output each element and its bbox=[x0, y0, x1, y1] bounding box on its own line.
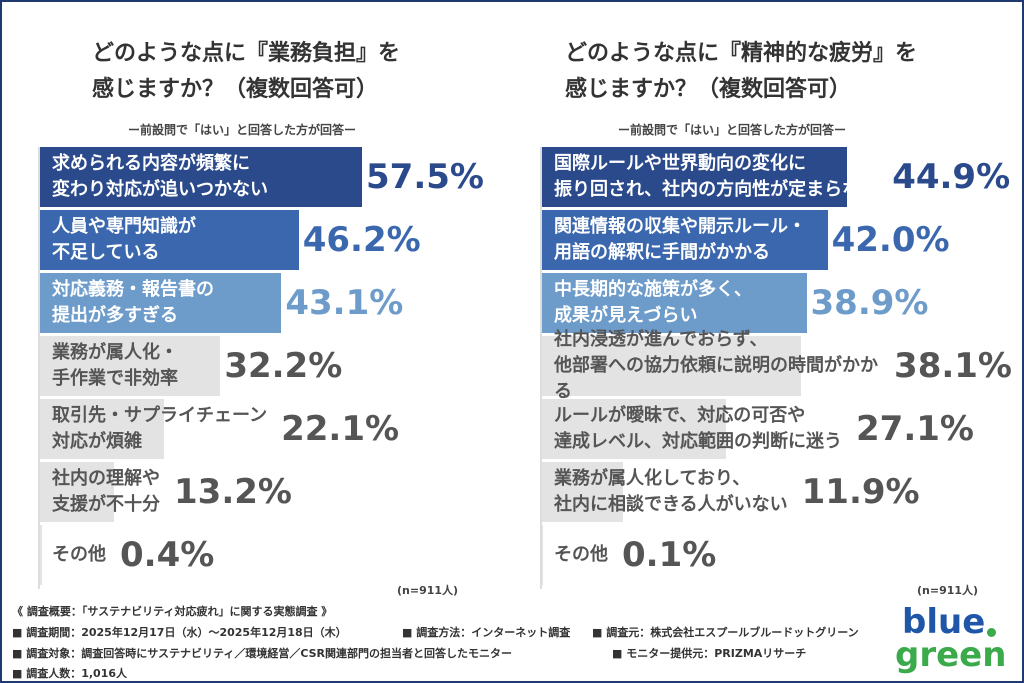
chart-title: どのような点に『精神的な疲労』を 感じますか？（複数回答可） bbox=[565, 41, 918, 102]
bar-cell: 業務が属人化しており、 社内に相談できる人がいない bbox=[542, 462, 798, 522]
footer-text: ■ 調査元：株式会社エスプールブルードットグリーン bbox=[592, 626, 859, 639]
chart-area: 求められる内容が頻繁に 変わり対応が追いつかない 57.5% 人員や専門知識が 不足… bbox=[38, 147, 510, 589]
bar-row: 対応義務・報告書の 提出が多すぎる 43.1% bbox=[40, 273, 403, 333]
category-label: 取引先・サプライチェーン 対応が煩雑 bbox=[52, 405, 268, 452]
category-label: 対応義務・報告書の 提出が多すぎる bbox=[52, 279, 214, 326]
bar bbox=[40, 525, 43, 585]
bar-cell: 中長期的な施策が多く、 成果が見えづらい bbox=[542, 273, 807, 333]
bar-row: 中長期的な施策が多く、 成果が見えづらい 38.9% bbox=[542, 273, 928, 333]
footer-text: ■ 調査期間：2025年12月17日（水）〜2025年12月18日（木） bbox=[12, 626, 347, 639]
bar-row: 業務が属人化・ 手作業で非効率 32.2% bbox=[40, 336, 342, 396]
logo-text: blue bbox=[902, 602, 986, 642]
bar-cell: 関連情報の収集や開示ルール・ 用語の解釈に手間がかかる bbox=[542, 210, 828, 270]
bar bbox=[40, 399, 164, 459]
bar bbox=[542, 462, 623, 522]
bar-cell: ルールが曖昧で、対応の可否や 達成レベル、対応範囲の判断に迷う bbox=[542, 399, 852, 459]
bar bbox=[542, 273, 807, 333]
bar-row: 社内の理解や 支援が不十分 13.2% bbox=[40, 462, 292, 522]
bar-row: 業務が属人化しており、 社内に相談できる人がいない 11.9% bbox=[542, 462, 920, 522]
value-label: 43.1% bbox=[285, 283, 404, 323]
bar-row: 国際ルールや世界動向の変化に 振り回され、社内の方向性が定まらない 44.9% bbox=[542, 147, 1010, 207]
bar-cell: 社内浸透が進んでおらず、 他部署への協力依頼に説明の時間がかかる bbox=[542, 329, 890, 402]
bar bbox=[40, 273, 282, 333]
bar bbox=[542, 399, 727, 459]
bar-cell: 人員や専門知識が 不足している bbox=[40, 210, 299, 270]
value-label: 32.2% bbox=[224, 346, 343, 386]
category-label: その他 bbox=[554, 544, 608, 565]
bar-row: その他 0.4% bbox=[40, 525, 214, 585]
category-label: 業務が属人化しており、 社内に相談できる人がいない bbox=[554, 468, 788, 515]
bar bbox=[542, 525, 543, 585]
bar-row: その他 0.1% bbox=[542, 525, 716, 585]
category-label: 社内浸透が進んでおらず、 他部署への協力依頼に説明の時間がかかる bbox=[554, 329, 878, 402]
value-label: 46.2% bbox=[302, 220, 421, 260]
bar bbox=[40, 147, 362, 207]
category-label: 関連情報の収集や開示ルール・ 用語の解釈に手間がかかる bbox=[554, 216, 806, 263]
value-label: 57.5% bbox=[366, 157, 484, 197]
footer-text: ■ 調査対象：調査回答時にサステナビリティ／環境経営／CSR関連部門の担当者と回… bbox=[12, 647, 513, 660]
bar bbox=[542, 210, 828, 270]
category-label: 人員や専門知識が 不足している bbox=[52, 216, 196, 263]
footer-heading: 《 調査概要：「サステナビリティ対応疲れ」に関する実態調査 》 bbox=[12, 605, 333, 618]
value-label: 0.4% bbox=[120, 535, 215, 575]
bar-row: 関連情報の収集や開示ルール・ 用語の解釈に手間がかかる 42.0% bbox=[542, 210, 950, 270]
value-label: 38.1% bbox=[894, 346, 1012, 386]
bar-cell: 取引先・サプライチェーン 対応が煩雑 bbox=[40, 399, 277, 459]
value-label: 44.9% bbox=[892, 157, 1011, 197]
logo-dot bbox=[987, 628, 996, 637]
bar-cell: その他 bbox=[40, 525, 116, 585]
value-label: 22.1% bbox=[281, 409, 400, 449]
bar-cell: 求められる内容が頻繁に 変わり対応が追いつかない bbox=[40, 147, 362, 207]
value-label: 42.0% bbox=[831, 220, 950, 260]
category-label: 社内の理解や 支援が不十分 bbox=[52, 468, 160, 515]
category-label: 求められる内容が頻繁に 変わり対応が追いつかない bbox=[52, 153, 268, 200]
bar-row: 求められる内容が頻繁に 変わり対応が追いつかない 57.5% bbox=[40, 147, 484, 207]
bar bbox=[40, 210, 299, 270]
sample-note: (n=911人) bbox=[917, 584, 979, 597]
footer-text: ■ 調査方法：インターネット調査 bbox=[402, 626, 571, 639]
bar-row: 人員や専門知識が 不足している 46.2% bbox=[40, 210, 421, 270]
bar-row: 取引先・サプライチェーン 対応が煩雑 22.1% bbox=[40, 399, 399, 459]
category-label: その他 bbox=[52, 544, 106, 565]
bar-cell: 社内の理解や 支援が不十分 bbox=[40, 462, 170, 522]
bar-cell: 国際ルールや世界動向の変化に 振り回され、社内の方向性が定まらない bbox=[542, 147, 888, 207]
chart-subtitle: ー前設問で「はい」と回答した方が回答ー bbox=[617, 123, 846, 137]
value-label: 27.1% bbox=[856, 409, 974, 449]
chart-area: 国際ルールや世界動向の変化に 振り回され、社内の方向性が定まらない 44.9% 関連… bbox=[540, 147, 1012, 589]
bar-cell: 業務が属人化・ 手作業で非効率 bbox=[40, 336, 221, 396]
value-label: 38.9% bbox=[810, 283, 929, 323]
sample-note: (n=911人) bbox=[397, 584, 459, 597]
footer-text: ■ 調査人数：1,016人 bbox=[12, 667, 128, 680]
category-label: 国際ルールや世界動向の変化に 振り回され、社内の方向性が定まらない bbox=[554, 153, 879, 200]
value-label: 13.2% bbox=[174, 472, 292, 512]
value-label: 11.9% bbox=[801, 472, 920, 512]
bar bbox=[542, 147, 848, 207]
value-label: 0.1% bbox=[622, 535, 717, 575]
bar-row: ルールが曖昧で、対応の可否や 達成レベル、対応範囲の判断に迷う 27.1% bbox=[542, 399, 974, 459]
bar-cell: その他 bbox=[542, 525, 618, 585]
footer-text: ■ モニター提供元：PRIZMAリサーチ bbox=[612, 647, 807, 660]
bar bbox=[542, 336, 802, 396]
bar-cell: 対応義務・報告書の 提出が多すぎる bbox=[40, 273, 282, 333]
category-label: ルールが曖昧で、対応の可否や 達成レベル、対応範囲の判断に迷う bbox=[554, 405, 842, 452]
bar bbox=[40, 336, 221, 396]
bar bbox=[40, 462, 114, 522]
category-label: 中長期的な施策が多く、 成果が見えづらい bbox=[554, 279, 752, 326]
category-label: 業務が属人化・ 手作業で非効率 bbox=[52, 342, 178, 389]
chart-subtitle: ー前設問で「はい」と回答した方が回答ー bbox=[127, 123, 356, 137]
chart-title: どのような点に『業務負担』を 感じますか？（複数回答可） bbox=[92, 41, 401, 102]
logo-text: green bbox=[895, 635, 1007, 675]
bar-row: 社内浸透が進んでおらず、 他部署への協力依頼に説明の時間がかかる 38.1% bbox=[542, 329, 1012, 402]
